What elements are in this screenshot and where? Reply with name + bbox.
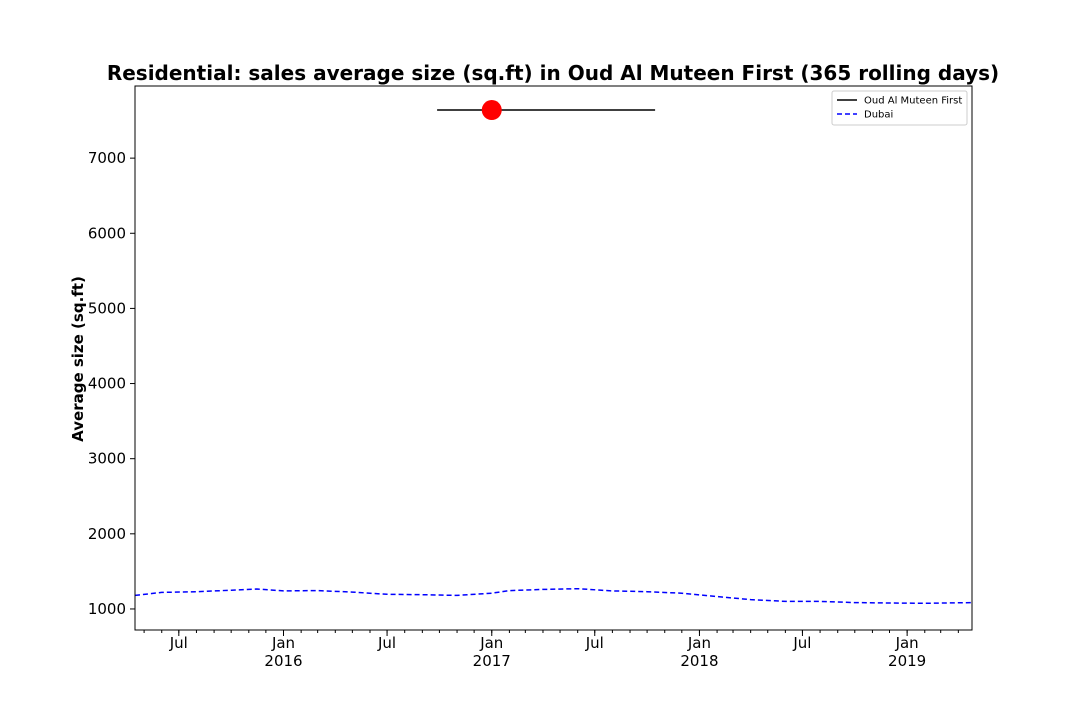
chart-title: Residential: sales average size (sq.ft) … — [107, 61, 999, 85]
series-marker-oud-al-muteen-first — [481, 100, 502, 121]
y-tick-label: 5000 — [88, 299, 126, 317]
y-tick-label: 1000 — [88, 600, 126, 618]
x-tick-label: Jan — [479, 634, 503, 652]
y-tick-label: 2000 — [88, 525, 126, 543]
x-tick-label: Jul — [792, 634, 811, 652]
legend-label-oud-al-muteen-first: Oud Al Muteen First — [864, 96, 962, 107]
plot-frame — [134, 85, 973, 631]
x-tick-year-label: 2018 — [680, 652, 718, 670]
x-tick-year-label: 2016 — [264, 652, 302, 670]
legend-box — [831, 90, 968, 126]
y-tick-label: 4000 — [88, 375, 126, 393]
x-tick-year-label: 2019 — [888, 652, 926, 670]
legend: Oud Al Muteen First Dubai — [831, 90, 968, 126]
x-tick-label: Jan — [271, 634, 295, 652]
x-tick-label: Jul — [377, 634, 396, 652]
x-tick-label: Jul — [169, 634, 188, 652]
x-tick-label: Jan — [895, 634, 919, 652]
x-tick-label: Jan — [687, 634, 711, 652]
y-axis-label: Average size (sq.ft) — [69, 276, 87, 442]
y-tick-label: 3000 — [88, 450, 126, 468]
y-tick-label: 7000 — [88, 149, 126, 167]
x-tick-year-label: 2017 — [473, 652, 511, 670]
series-line-dubai — [134, 587, 973, 605]
legend-label-dubai: Dubai — [864, 110, 893, 121]
x-tick-label: Jul — [585, 634, 604, 652]
y-tick-label: 6000 — [88, 224, 126, 242]
